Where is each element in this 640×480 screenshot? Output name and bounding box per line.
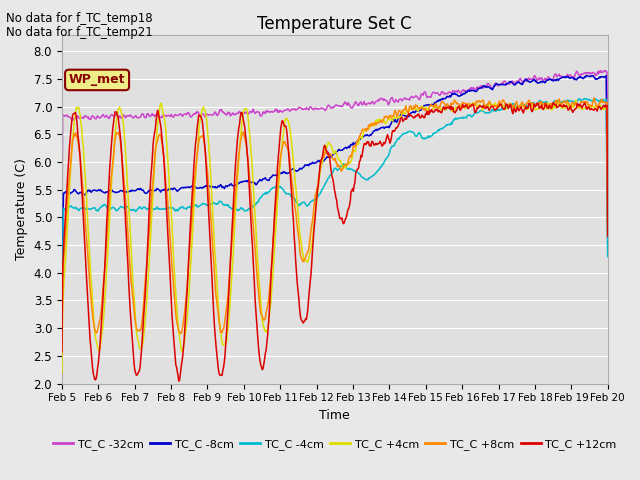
X-axis label: Time: Time	[319, 409, 350, 422]
Text: WP_met: WP_met	[69, 73, 125, 86]
Text: No data for f_TC_temp21: No data for f_TC_temp21	[6, 26, 153, 39]
Title: Temperature Set C: Temperature Set C	[257, 15, 412, 33]
Y-axis label: Temperature (C): Temperature (C)	[15, 158, 28, 260]
Legend: TC_C -32cm, TC_C -8cm, TC_C -4cm, TC_C +4cm, TC_C +8cm, TC_C +12cm: TC_C -32cm, TC_C -8cm, TC_C -4cm, TC_C +…	[49, 434, 621, 454]
Text: No data for f_TC_temp18: No data for f_TC_temp18	[6, 12, 153, 25]
